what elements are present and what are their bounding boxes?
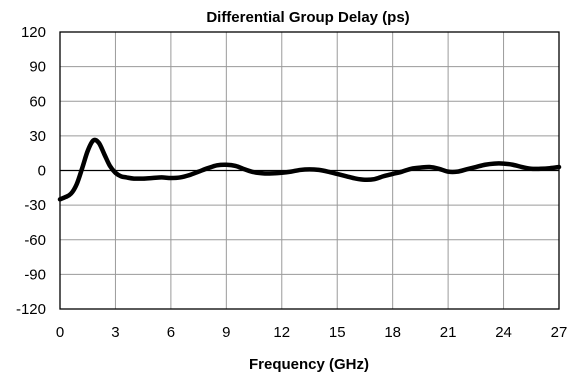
plot-frame [59, 31, 560, 310]
x-tick-label: 24 [495, 324, 512, 341]
y-tick-label: 30 [29, 128, 46, 145]
x-tick-label: 27 [551, 324, 568, 341]
x-tick-label: 21 [440, 324, 457, 341]
y-tick-labels: 120 90 60 30 0 -30 -60 -90 -120 [16, 24, 46, 318]
y-tick-label: -60 [24, 232, 46, 249]
chart-title: Differential Group Delay (ps) [206, 9, 409, 26]
y-tick-label: 120 [21, 24, 46, 41]
series-group [57, 137, 562, 202]
y-tick-label: -120 [16, 301, 46, 318]
x-tick-label: 6 [167, 324, 175, 341]
x-tick-label: 18 [384, 324, 401, 341]
y-tick-label: 60 [29, 93, 46, 110]
x-axis-label: Frequency (GHz) [249, 356, 369, 373]
y-tick-label: 0 [38, 163, 46, 180]
x-tick-label: 15 [329, 324, 346, 341]
x-tick-labels: 0 3 6 9 12 15 18 21 24 27 [56, 324, 568, 341]
plot-border [59, 31, 560, 310]
x-tick-label: 0 [56, 324, 64, 341]
x-tick-label: 12 [273, 324, 290, 341]
x-tick-label: 3 [111, 324, 119, 341]
x-tick-label: 9 [222, 324, 230, 341]
y-tick-label: -30 [24, 197, 46, 214]
dgd-series-line [57, 137, 562, 202]
y-tick-label: -90 [24, 266, 46, 283]
y-tick-label: 90 [29, 59, 46, 76]
